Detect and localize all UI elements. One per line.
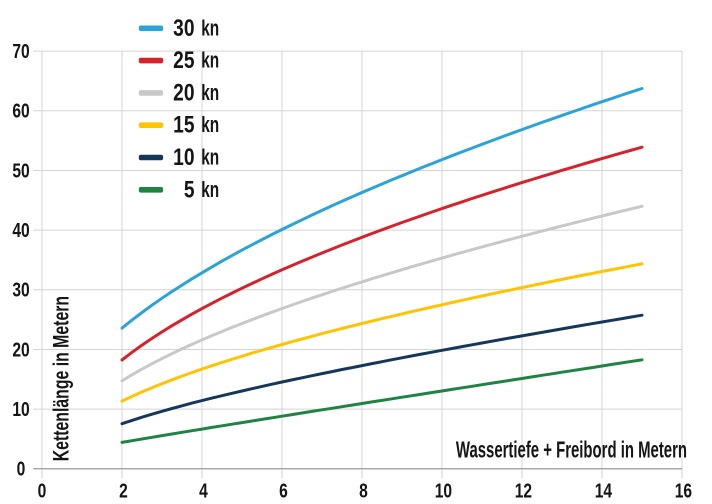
svg-text:12: 12 [515, 480, 532, 502]
svg-text:15: 15 [173, 111, 194, 139]
svg-text:0: 0 [17, 458, 26, 480]
svg-text:10: 10 [173, 143, 194, 171]
svg-text:40: 40 [12, 219, 29, 241]
svg-text:kn: kn [201, 17, 219, 41]
svg-text:kn: kn [201, 114, 219, 138]
svg-text:Wassertiefe + Freibord in Mete: Wassertiefe + Freibord in Metern [456, 437, 687, 463]
svg-text:5: 5 [184, 175, 195, 203]
svg-text:30: 30 [12, 279, 29, 301]
svg-text:20: 20 [173, 78, 194, 106]
svg-text:kn: kn [201, 146, 219, 170]
svg-text:kn: kn [201, 49, 219, 73]
svg-text:2: 2 [119, 480, 128, 502]
svg-text:6: 6 [279, 480, 288, 502]
svg-text:0: 0 [38, 480, 47, 502]
svg-text:8: 8 [359, 480, 368, 502]
svg-text:20: 20 [12, 338, 29, 360]
svg-text:25: 25 [173, 46, 194, 74]
svg-text:14: 14 [595, 480, 612, 502]
svg-text:10: 10 [12, 398, 29, 420]
svg-text:4: 4 [199, 480, 208, 502]
svg-text:16: 16 [675, 480, 692, 502]
svg-text:Kettenlänge in Metern: Kettenlänge in Metern [50, 296, 74, 461]
svg-text:kn: kn [201, 81, 219, 105]
svg-text:50: 50 [12, 159, 29, 181]
svg-text:10: 10 [435, 480, 452, 502]
svg-text:30: 30 [173, 14, 194, 42]
svg-text:70: 70 [12, 40, 29, 62]
svg-text:kn: kn [201, 178, 219, 202]
svg-text:60: 60 [12, 100, 29, 122]
